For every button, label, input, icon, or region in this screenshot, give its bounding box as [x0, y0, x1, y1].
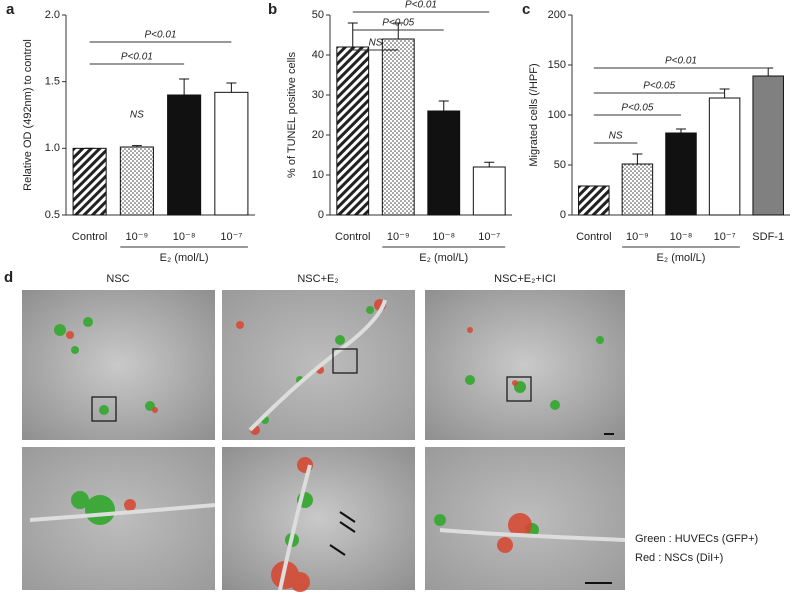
bar — [472, 166, 506, 216]
y-tick-label: 30 — [312, 89, 324, 101]
x-tick-label: Control — [576, 231, 611, 243]
error-bar — [393, 22, 404, 39]
x-tick-label: 10⁻⁹ — [626, 231, 649, 243]
legend-text: Green : HUVECs (GFP+) — [635, 533, 758, 545]
bar — [708, 97, 741, 216]
x-tick-label: 10⁻⁷ — [220, 231, 242, 243]
y-tick-label: 2.0 — [45, 9, 60, 21]
bar — [381, 38, 415, 216]
bar — [336, 46, 370, 216]
y-tick-label: 50 — [312, 9, 324, 21]
y-axis-label: Migrated cells (/HPF) — [528, 63, 540, 166]
bar — [752, 75, 784, 216]
error-bar — [632, 153, 643, 164]
error-bar — [438, 100, 449, 111]
panel-label: c — [522, 1, 530, 18]
error-bar — [131, 145, 142, 147]
bar — [72, 147, 107, 216]
y-tick-label: 100 — [548, 109, 566, 121]
y-tick-label: 50 — [554, 159, 566, 171]
x-tick-label: 10⁻⁹ — [387, 231, 410, 243]
panel-label: b — [268, 1, 277, 18]
annotation: NS — [369, 38, 383, 49]
column-label: NSC — [106, 273, 129, 285]
x-tick-label: 10⁻⁷ — [478, 231, 500, 243]
annotation: P<0.05 — [382, 18, 414, 29]
annotation: NS — [609, 131, 623, 142]
annotation: P<0.01 — [665, 56, 697, 67]
y-tick-label: 10 — [312, 169, 324, 181]
bar — [427, 110, 461, 216]
x-axis-label: E₂ (mol/L) — [160, 252, 209, 264]
annotation: P<0.05 — [643, 81, 675, 92]
y-tick-label: 150 — [548, 59, 566, 71]
y-tick-label: 40 — [312, 49, 324, 61]
error-bar — [763, 67, 774, 76]
annotation: NS — [130, 110, 144, 121]
x-tick-label: 10⁻⁸ — [432, 231, 455, 243]
legend-text: Red : NSCs (DiI+) — [635, 552, 723, 564]
error-bar — [179, 78, 190, 95]
bar — [621, 163, 654, 216]
y-tick-label: 0.5 — [45, 209, 60, 221]
annotation: P<0.01 — [145, 30, 177, 41]
x-axis-label: E₂ (mol/L) — [657, 252, 706, 264]
bar — [578, 185, 610, 216]
bar — [214, 91, 249, 216]
panel-label: a — [6, 1, 15, 18]
x-tick-label: 10⁻⁸ — [670, 231, 693, 243]
bar — [167, 94, 202, 216]
y-axis-label: % of TUNEL positive cells — [286, 52, 298, 178]
bar — [665, 132, 697, 216]
x-tick-label: 10⁻⁷ — [714, 231, 736, 243]
panel-label: d — [4, 269, 13, 286]
y-tick-label: 0 — [560, 209, 566, 221]
x-tick-label: SDF-1 — [752, 231, 784, 243]
x-tick-label: 10⁻⁸ — [173, 231, 196, 243]
y-tick-label: 1.5 — [45, 76, 60, 88]
annotation: P<0.05 — [621, 103, 653, 114]
x-tick-label: Control — [72, 231, 107, 243]
bar — [119, 146, 154, 216]
y-tick-label: 20 — [312, 129, 324, 141]
error-bar — [484, 161, 495, 167]
y-tick-label: 0 — [318, 209, 324, 221]
annotation: P<0.01 — [405, 0, 437, 11]
column-label: NSC+E₂+ICI — [494, 273, 556, 285]
error-bar — [347, 22, 358, 47]
y-tick-label: 1.0 — [45, 142, 60, 154]
y-tick-label: 200 — [548, 9, 566, 21]
y-axis-label: Relative OD (492nm) to control — [22, 39, 34, 191]
error-bar — [226, 82, 237, 93]
x-tick-label: 10⁻⁹ — [125, 231, 148, 243]
error-bar — [676, 128, 686, 133]
micrographs — [22, 290, 626, 592]
annotation: P<0.01 — [121, 52, 153, 63]
x-axis-label: E₂ (mol/L) — [419, 252, 468, 264]
column-label: NSC+E₂ — [297, 273, 338, 285]
x-tick-label: Control — [335, 231, 370, 243]
